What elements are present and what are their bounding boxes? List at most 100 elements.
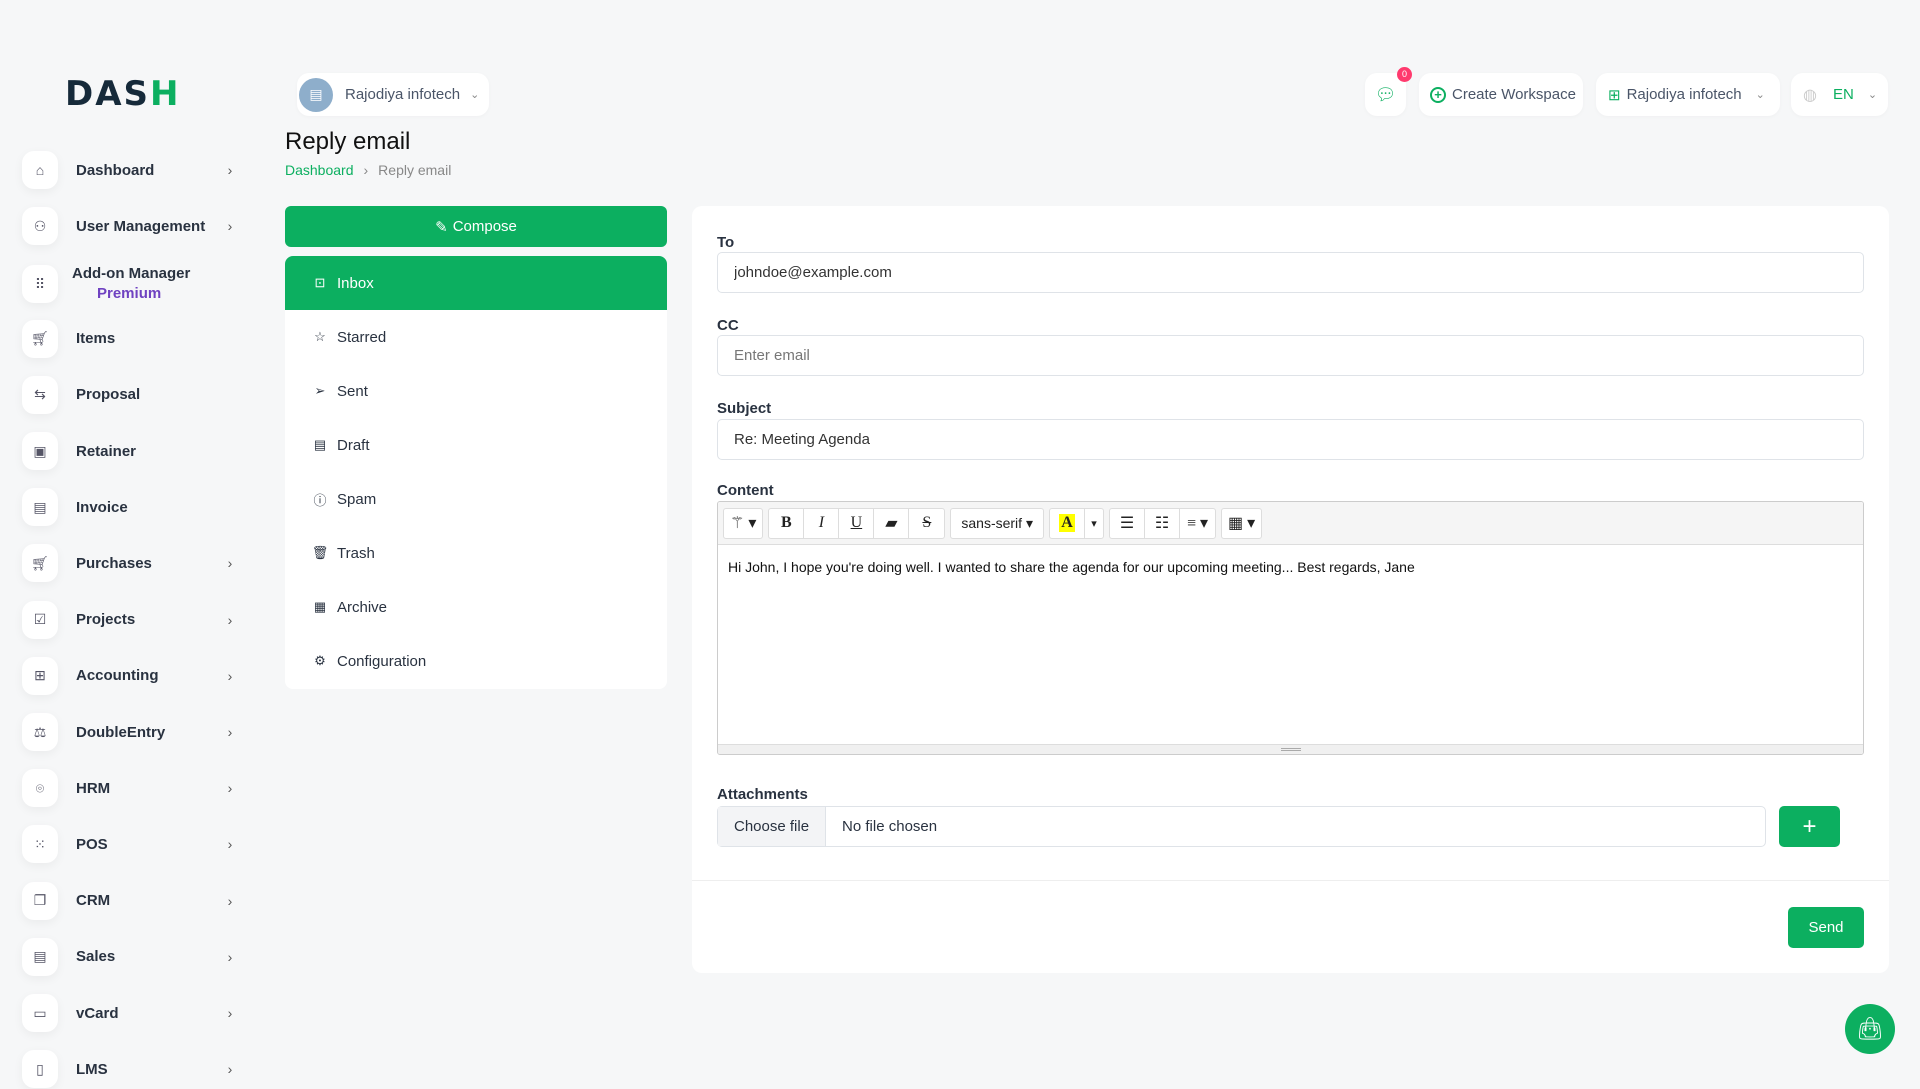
numbered-list-icon[interactable]: ☷ <box>1145 508 1180 538</box>
sidebar-item-user-management[interactable]: ⚇ User Management › <box>22 206 237 246</box>
sidebar-item-pos[interactable]: ⁙ POS › <box>22 824 237 864</box>
workspace-selector[interactable]: ▤ Rajodiya infotech ⌄ <box>297 73 489 116</box>
chevron-right-icon: › <box>227 892 233 909</box>
strikethrough-icon[interactable]: S <box>922 514 932 531</box>
alert-icon: ⓘ <box>313 492 327 508</box>
company-name: Rajodiya infotech <box>1626 86 1742 103</box>
italic-icon[interactable]: I <box>804 508 840 538</box>
to-input[interactable] <box>717 252 1864 293</box>
table-icon[interactable]: ▦ ▾ <box>1227 515 1256 532</box>
cc-input[interactable] <box>717 335 1864 376</box>
mail-menu-sent[interactable]: ➢ Sent <box>285 364 667 418</box>
mail-menu-configuration[interactable]: ⚙ Configuration <box>285 634 667 688</box>
sidebar-item-label: Add-on Manager <box>72 265 191 283</box>
language-selector[interactable]: ◍ EN ⌄ <box>1791 73 1888 116</box>
grid-plus-icon: ⊞ <box>22 656 58 695</box>
apps-icon: ⠿ <box>22 265 58 304</box>
mail-menu-archive[interactable]: ▦ Archive <box>285 580 667 634</box>
sidebar-item-label: POS <box>76 835 108 853</box>
choose-file-button[interactable]: Choose file <box>718 807 827 846</box>
bold-icon[interactable]: B <box>769 508 805 538</box>
language-label: EN <box>1832 86 1854 103</box>
sidebar-item-projects[interactable]: ☑ Projects › <box>22 600 237 640</box>
color-dropdown-icon[interactable]: ▾ <box>1091 517 1097 530</box>
sidebar-item-retainer[interactable]: ▣ Retainer <box>22 431 237 471</box>
sidebar-item-lms[interactable]: ▯ LMS › <box>22 1049 237 1089</box>
eraser-icon[interactable]: ▰ <box>874 508 910 538</box>
mail-menu: ⊡ Inbox ☆ Starred ➢ Sent ▤ Draft ⓘ Spam 🗑︎ Trash ▦ Ar… <box>285 256 667 689</box>
chevron-down-icon: ⌄ <box>1755 89 1765 101</box>
shopping-bag-icon: 👜︎ <box>1856 1016 1884 1041</box>
mail-menu-inbox[interactable]: ⊡ Inbox <box>285 256 667 310</box>
sidebar-item-add-on-manager[interactable]: ⠿ Add-on Manager Premium <box>22 262 237 306</box>
editor-toolbar: ⚚ ▾ B I U ▰ S sans-serif ▾ A ▾ ☰ ☷ ≡ ▾ ▦… <box>718 502 1863 545</box>
rich-text-editor: ⚚ ▾ B I U ▰ S sans-serif ▾ A ▾ ☰ ☷ ≡ ▾ ▦… <box>717 501 1864 755</box>
sidebar-item-sales[interactable]: ▤ Sales › <box>22 937 237 977</box>
sidebar-item-purchases[interactable]: 🛒︎ Purchases › <box>22 543 237 583</box>
send-button[interactable]: Send <box>1788 907 1864 948</box>
addon-label-group: Add-on Manager Premium <box>72 264 237 304</box>
compose-button[interactable]: ✎ Compose <box>285 206 667 247</box>
sidebar-item-dashboard[interactable]: ⌂ Dashboard › <box>22 150 237 190</box>
users-icon: ⚇ <box>22 207 58 246</box>
mail-menu-label: Spam <box>337 490 377 508</box>
add-attachment-button[interactable]: + <box>1779 806 1840 847</box>
sidebar-item-label: vCard <box>76 1004 119 1022</box>
chevron-down-icon: ⌄ <box>1867 89 1878 101</box>
chevron-right-icon: › <box>227 611 233 628</box>
chevron-right-icon: › <box>227 724 233 740</box>
mail-menu-draft[interactable]: ▤ Draft <box>285 418 667 472</box>
sidebar-item-label: Accounting <box>76 667 159 685</box>
save-icon: ▣ <box>22 432 58 470</box>
plus-circle-icon: + <box>1430 86 1446 103</box>
create-workspace-label: Create Workspace <box>1452 86 1576 103</box>
sidebar-item-hrm[interactable]: ⌾ HRM › <box>22 768 237 808</box>
scale-icon: ⚖ <box>22 713 58 751</box>
sidebar-item-label: DoubleEntry <box>76 723 166 741</box>
file-status: No file chosen <box>842 818 938 835</box>
trash-icon: 🗑︎ <box>311 545 329 560</box>
compose-label: Compose <box>452 218 517 235</box>
company-selector[interactable]: ⊞ Rajodiya infotech ⌄ <box>1596 73 1780 116</box>
align-icon[interactable]: ≡ ▾ <box>1186 515 1209 532</box>
content-label: Content <box>717 482 774 499</box>
sidebar-item-crm[interactable]: ❐ CRM › <box>22 881 237 921</box>
mail-menu-trash[interactable]: 🗑︎ Trash <box>285 526 667 580</box>
file-input[interactable]: Choose file No file chosen <box>717 806 1766 847</box>
sidebar-item-doubleentry[interactable]: ⚖ DoubleEntry › <box>22 712 237 752</box>
sidebar-item-invoice[interactable]: ▤ Invoice <box>22 487 237 527</box>
layers-icon: ❐ <box>22 881 58 920</box>
sidebar-item-label: Proposal <box>76 386 141 404</box>
subject-label: Subject <box>717 400 772 417</box>
cart-icon: 🛒︎ <box>22 544 58 583</box>
mail-menu-starred[interactable]: ☆ Starred <box>285 310 667 364</box>
cart-button[interactable]: 👜︎ <box>1845 1004 1895 1054</box>
sidebar-item-proposal[interactable]: ⇆ Proposal <box>22 375 237 415</box>
sidebar-item-label: Dashboard <box>76 161 155 179</box>
mail-menu-spam[interactable]: ⓘ Spam <box>285 472 667 526</box>
sidebar-item-label: CRM <box>76 892 111 910</box>
breadcrumb-dashboard[interactable]: Dashboard <box>285 162 354 178</box>
send-icon: ➢ <box>314 383 326 398</box>
swap-icon: ⇆ <box>22 375 58 414</box>
editor-content[interactable]: Hi John, I hope you're doing well. I wan… <box>728 559 1415 575</box>
chevron-right-icon: › <box>227 667 233 684</box>
editor-resize-handle[interactable] <box>718 744 1863 754</box>
messages-button[interactable]: 💬︎ 0 <box>1365 67 1412 116</box>
chevron-right-icon: › <box>227 1061 233 1078</box>
mail-menu-label: Draft <box>337 436 370 454</box>
create-workspace-button[interactable]: + Create Workspace <box>1419 73 1583 116</box>
font-family-dropdown[interactable]: sans-serif ▾ <box>961 514 1033 532</box>
mail-menu-label: Trash <box>337 544 375 562</box>
sidebar-item-accounting[interactable]: ⊞ Accounting › <box>22 656 237 696</box>
subject-input[interactable] <box>717 419 1864 460</box>
underline-icon[interactable]: U <box>839 508 875 538</box>
breadcrumb: Dashboard › Reply email <box>285 162 451 178</box>
gear-icon: ⚙ <box>314 653 326 668</box>
sidebar-item-vcard[interactable]: ▭ vCard › <box>22 993 237 1033</box>
highlight-color-icon[interactable]: A <box>1050 508 1085 538</box>
style-magic-icon[interactable]: ⚚ ▾ <box>730 515 757 532</box>
breadcrumb-current: Reply email <box>378 162 452 178</box>
sidebar-item-items[interactable]: 🛒︎ Items <box>22 319 237 359</box>
bullet-list-icon[interactable]: ☰ <box>1110 508 1145 538</box>
